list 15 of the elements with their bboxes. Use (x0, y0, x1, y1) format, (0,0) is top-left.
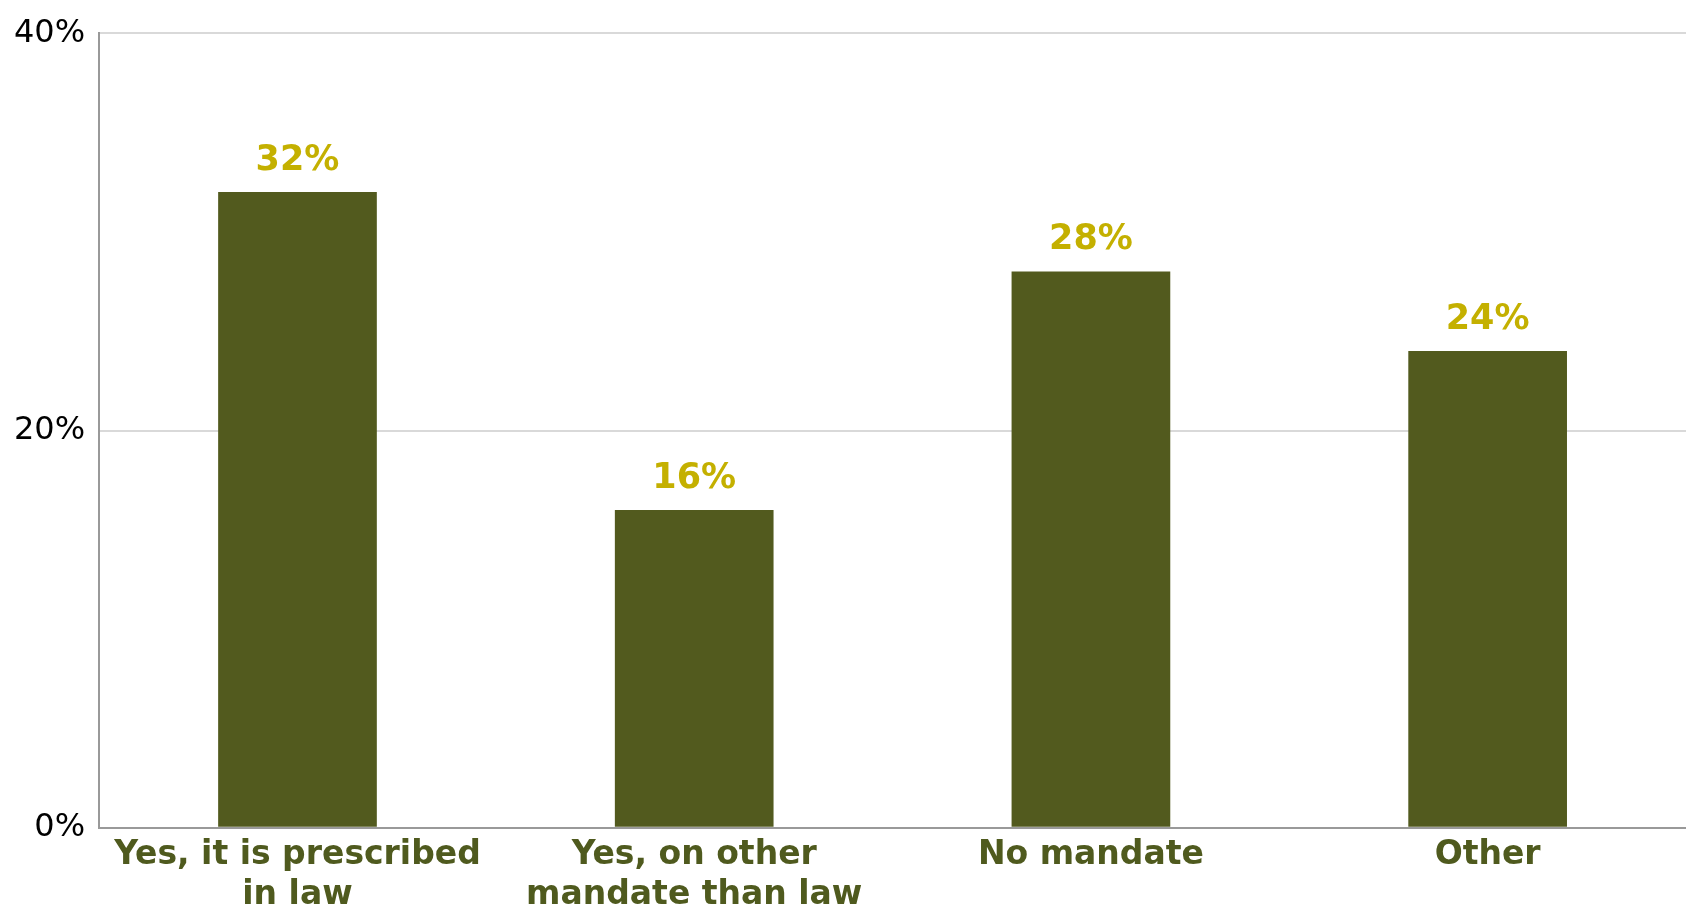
x-tick-label: Yes, on other mandate than law (526, 833, 863, 912)
bar (218, 192, 377, 827)
bar (614, 509, 774, 827)
data-label: 16% (652, 455, 737, 496)
x-tick-label: Yes, it is prescribed in law (113, 833, 481, 912)
y-tick-label: 0% (34, 806, 86, 845)
data-label: 24% (1445, 296, 1530, 337)
y-tick-label: 40% (14, 11, 86, 50)
data-label: 28% (1049, 217, 1133, 258)
bar (1408, 351, 1567, 827)
x-tick-label: Other (1434, 833, 1542, 873)
y-tick-label: 20% (14, 408, 86, 447)
bar (1011, 271, 1171, 827)
data-label: 32% (255, 137, 340, 178)
x-tick-label: No mandate (977, 833, 1204, 873)
